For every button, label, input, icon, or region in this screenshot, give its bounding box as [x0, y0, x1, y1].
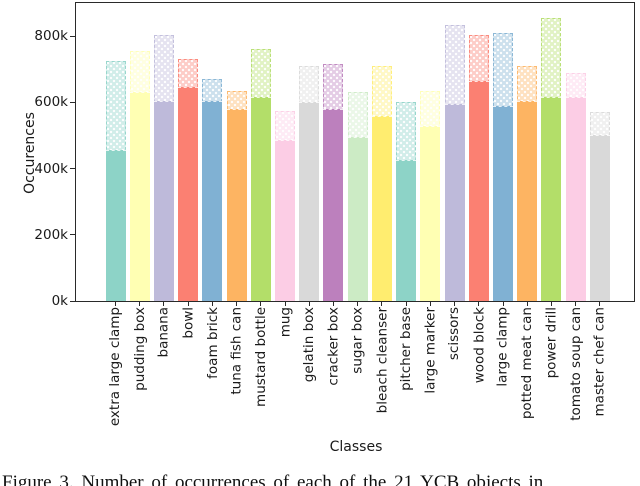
x-tick-label: pitcher base: [398, 307, 415, 391]
x-tick-label: power drill: [543, 307, 560, 379]
x-tick-label: cracker box: [325, 307, 342, 386]
x-tick-label: wood block: [470, 307, 487, 384]
bar-solid-potted-meat-can: [517, 100, 538, 301]
x-tick-label: mug: [277, 307, 294, 338]
bar-solid-wood-block: [468, 80, 489, 301]
bar-solid-extra-large-clamp: [105, 150, 126, 301]
x-tick-label: extra large clamp: [107, 307, 124, 427]
x-tick-mark: [211, 302, 213, 306]
x-tick-mark: [454, 302, 456, 306]
bar-solid-pitcher-base: [396, 160, 417, 301]
x-tick-label: pudding box: [131, 307, 148, 391]
x-tick-mark: [550, 302, 552, 306]
x-tick-mark: [381, 302, 383, 306]
y-tick-mark: [70, 234, 75, 236]
y-tick-mark: [70, 35, 75, 37]
y-tick-label: 400k: [34, 160, 68, 177]
x-axis-title: Classes: [329, 439, 383, 455]
bar-solid-master-chef-can: [589, 135, 610, 301]
bar-solid-scissors: [444, 104, 465, 301]
x-tick-label: foam brick: [204, 307, 221, 379]
x-tick-mark: [115, 302, 116, 306]
bar-solid-pudding-box: [129, 92, 150, 301]
bar-solid-power-drill: [541, 97, 562, 301]
x-tick-mark: [405, 302, 407, 306]
bar-solid-sugar-box: [347, 137, 368, 301]
y-axis-title: Occurences: [22, 112, 38, 194]
x-tick-mark: [260, 302, 262, 306]
x-tick-mark: [139, 302, 141, 306]
x-tick-mark: [284, 302, 286, 306]
x-tick-label: tomato soup can: [567, 307, 584, 421]
figure-caption: Figure 3. Number of occurrences of each …: [2, 472, 544, 486]
x-tick-mark: [599, 302, 601, 306]
y-tick-label: 0k: [51, 293, 68, 309]
x-tick-mark: [332, 302, 334, 306]
bar-solid-cracker-box: [323, 109, 344, 301]
x-tick-mark: [357, 302, 359, 306]
x-tick-mark: [308, 302, 310, 306]
x-tick-mark: [478, 302, 480, 306]
y-tick-label: 600k: [34, 94, 68, 111]
bar-solid-bleach-cleanser: [371, 115, 392, 301]
x-tick-label: bowl: [180, 307, 197, 339]
x-tick-label: master chef can: [591, 307, 608, 417]
y-tick-mark: [70, 101, 75, 103]
x-tick-label: banana: [155, 307, 172, 358]
x-tick-mark: [429, 302, 431, 306]
y-tick-mark: [70, 168, 75, 170]
bar-solid-banana: [153, 100, 174, 301]
x-tick-mark: [526, 302, 528, 306]
bar-solid-gelatin-box: [299, 102, 320, 301]
x-tick-mark: [502, 302, 504, 306]
bar-solid-foam-brick: [202, 100, 223, 301]
x-tick-label: tuna fish can: [228, 307, 245, 395]
x-tick-label: scissors: [446, 307, 463, 361]
x-tick-label: bleach cleanser: [373, 307, 390, 414]
bar-solid-large-clamp: [493, 105, 514, 301]
bar-solid-large-marker: [420, 125, 441, 301]
x-tick-label: large marker: [422, 307, 439, 394]
y-tick-label: 800k: [34, 28, 68, 45]
x-tick-mark: [236, 302, 238, 306]
y-tick-mark: [70, 300, 75, 302]
bar-solid-tuna-fish-can: [226, 109, 247, 301]
bar-solid-mug: [275, 140, 296, 301]
x-tick-label: large clamp: [495, 307, 512, 387]
x-tick-label: sugar box: [349, 307, 366, 374]
x-tick-label: mustard bottle: [252, 307, 269, 407]
x-tick-mark: [575, 302, 577, 306]
x-tick-mark: [163, 302, 165, 306]
bar-solid-bowl: [178, 87, 199, 301]
x-tick-mark: [187, 302, 189, 306]
y-tick-label: 200k: [34, 226, 68, 243]
x-tick-label: potted meat can: [519, 307, 536, 420]
bar-solid-tomato-soup-can: [565, 97, 586, 301]
x-tick-label: gelatin box: [301, 307, 318, 383]
bar-solid-mustard-bottle: [250, 97, 271, 301]
plot-area: [75, 2, 635, 302]
